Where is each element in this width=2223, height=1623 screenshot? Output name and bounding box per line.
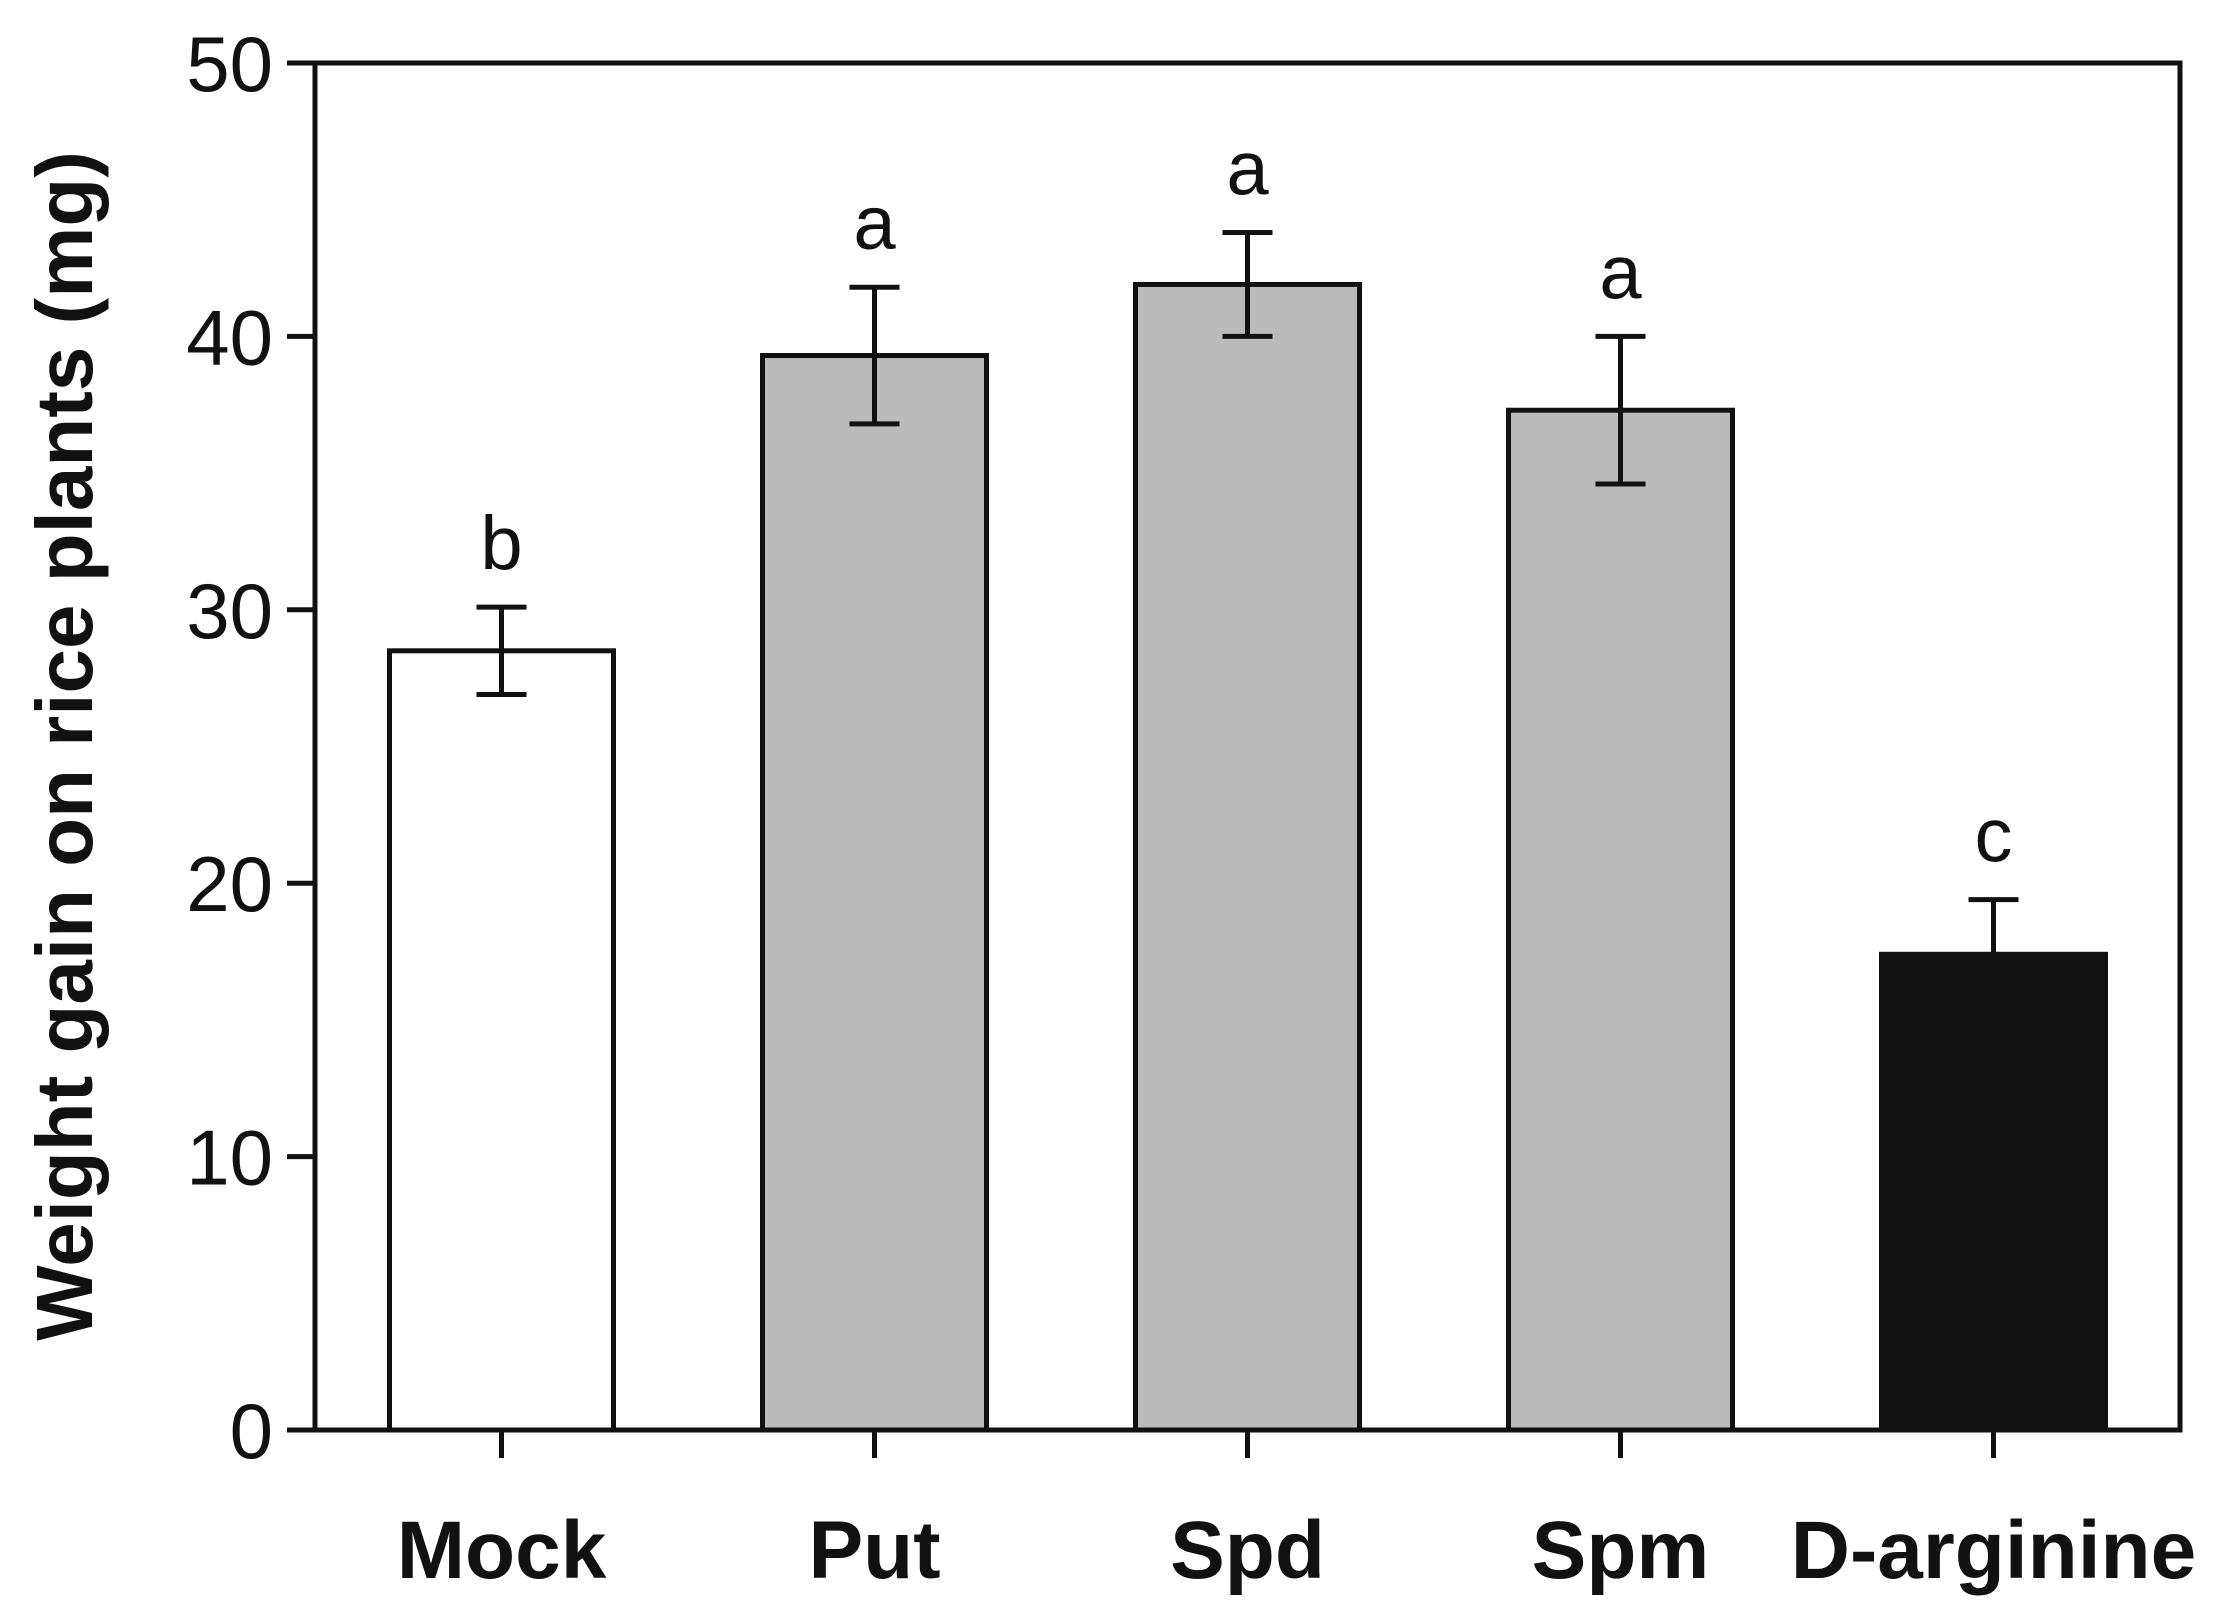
bar-mock <box>387 648 616 1433</box>
bar-spd <box>1133 281 1362 1433</box>
significance-label: a <box>853 181 896 266</box>
bars-group: b a a a c <box>387 127 2108 1433</box>
significance-label: a <box>1599 230 1642 315</box>
y-tick-label: 50 <box>186 20 273 108</box>
x-axis-ticks: Mock Put Spd Spm D-arginine <box>397 1430 2196 1596</box>
x-tick-label: Spd <box>1170 1505 1325 1596</box>
y-tick-label: 0 <box>230 1387 273 1475</box>
bar-put <box>760 353 989 1433</box>
significance-label: a <box>1226 127 1269 212</box>
y-tick-label: 20 <box>186 840 273 928</box>
x-tick-label: Spm <box>1532 1505 1710 1596</box>
x-tick-label: Mock <box>397 1505 607 1596</box>
y-tick-label: 10 <box>186 1114 273 1202</box>
y-axis-label: Weight gain on rice plants (mg) <box>20 151 109 1341</box>
y-tick-label: 30 <box>186 567 273 655</box>
y-tick-label: 40 <box>186 293 273 381</box>
x-tick-label: Put <box>808 1505 940 1596</box>
significance-label: b <box>480 501 522 586</box>
x-tick-label: D-arginine <box>1791 1505 2196 1596</box>
significance-label: c <box>1975 794 2013 879</box>
bar-spm <box>1506 407 1735 1433</box>
bar-d-arginine <box>1879 951 2108 1433</box>
y-axis-ticks: 0 10 20 30 40 50 <box>186 20 315 1475</box>
